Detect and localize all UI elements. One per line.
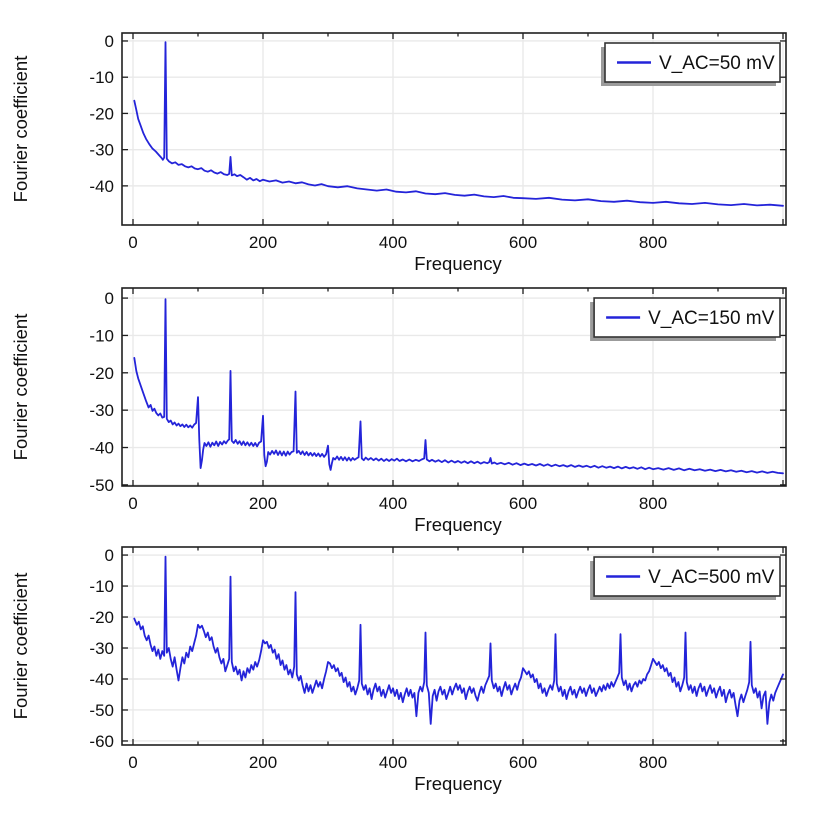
y-tick-label: 0 — [105, 289, 114, 308]
y-tick-label: -10 — [89, 326, 114, 345]
axis-ticks — [122, 547, 786, 745]
y-tick-label: -30 — [89, 639, 114, 658]
y-tick-label: -20 — [89, 608, 114, 627]
axis-ticks — [122, 288, 786, 486]
legend: V_AC=500 mV — [590, 556, 781, 600]
y-tick-label: -50 — [89, 701, 114, 720]
y-tick-label: -30 — [89, 141, 114, 160]
x-tick-label: 600 — [509, 753, 537, 772]
x-tick-label: 800 — [639, 494, 667, 513]
tick-labels: 0 200 400 600 800 0 -10 -20 -30 -40 -50 -60 — [89, 546, 667, 772]
y-tick-label: -50 — [89, 476, 114, 495]
x-axis-label: Frequency — [414, 514, 502, 535]
legend: V_AC=150 mV — [590, 297, 781, 341]
legend-label: V_AC=150 mV — [648, 308, 775, 329]
chart-v-ac-50-mv: 0 200 400 600 800 0 -10 -20 -30 -40 Frequency Fouri… — [10, 32, 787, 274]
y-tick-label: 0 — [105, 32, 114, 51]
x-tick-label: 600 — [509, 233, 537, 252]
y-tick-label: -10 — [89, 68, 114, 87]
gridlines — [122, 33, 786, 225]
series-line — [133, 298, 784, 475]
y-axis-label: Fourier coefficient — [10, 56, 31, 203]
x-tick-label: 0 — [128, 494, 137, 513]
y-tick-label: -40 — [89, 670, 114, 689]
y-tick-label: -40 — [89, 439, 114, 458]
y-tick-label: -30 — [89, 401, 114, 420]
x-tick-label: 0 — [128, 233, 137, 252]
y-tick-label: -40 — [89, 177, 114, 196]
x-axis-label: Frequency — [414, 253, 502, 274]
chart-v-ac-500-mv: 0 200 400 600 800 0 -10 -20 -30 -40 -50 -60 Frequenc… — [10, 546, 787, 794]
axes-frame — [121, 546, 787, 746]
x-tick-label: 400 — [379, 233, 407, 252]
tick-labels: 0 200 400 600 800 0 -10 -20 -30 -40 -50 — [89, 289, 667, 513]
y-tick-label: -20 — [89, 364, 114, 383]
y-tick-label: -10 — [89, 577, 114, 596]
y-tick-label: -60 — [89, 732, 114, 751]
series-line — [133, 555, 784, 725]
x-axis-label: Frequency — [414, 773, 502, 794]
chart-v-ac-150-mv: 0 200 400 600 800 0 -10 -20 -30 -40 -50 Frequency Fo… — [10, 287, 787, 535]
x-tick-label: 800 — [639, 233, 667, 252]
x-tick-label: 600 — [509, 494, 537, 513]
y-tick-label: -20 — [89, 104, 114, 123]
legend: V_AC=50 mV — [601, 42, 781, 86]
y-tick-label: 0 — [105, 546, 114, 565]
y-axis-label: Fourier coefficient — [10, 314, 31, 461]
y-axis-label: Fourier coefficient — [10, 573, 31, 720]
x-tick-label: 400 — [379, 753, 407, 772]
axes-frame — [121, 32, 787, 226]
tick-labels: 0 200 400 600 800 0 -10 -20 -30 -40 — [89, 32, 667, 252]
series-line — [133, 41, 784, 207]
x-tick-label: 200 — [249, 753, 277, 772]
legend-label: V_AC=500 mV — [648, 567, 775, 588]
x-tick-label: 200 — [249, 494, 277, 513]
legend-label: V_AC=50 mV — [659, 53, 775, 74]
axes-frame — [121, 287, 787, 487]
axis-ticks — [122, 33, 786, 225]
x-tick-label: 400 — [379, 494, 407, 513]
x-tick-label: 0 — [128, 753, 137, 772]
x-tick-label: 200 — [249, 233, 277, 252]
x-tick-label: 800 — [639, 753, 667, 772]
